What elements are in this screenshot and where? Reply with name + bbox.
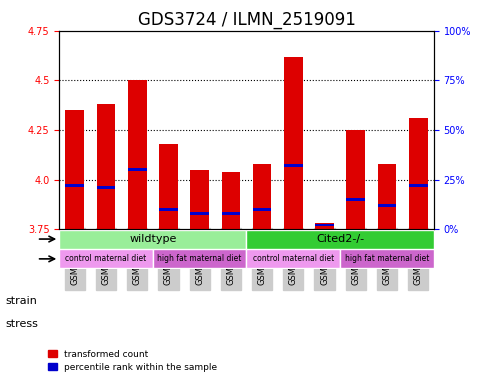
- Bar: [97, 186, 115, 189]
- Text: control maternal diet: control maternal diet: [253, 254, 334, 263]
- Bar: [378, 164, 396, 229]
- Bar: [128, 80, 146, 229]
- Bar: [66, 184, 84, 187]
- Bar: [190, 170, 209, 229]
- Text: control maternal diet: control maternal diet: [66, 254, 146, 263]
- Bar: [97, 104, 115, 229]
- Bar: [315, 224, 334, 227]
- Bar: [221, 172, 240, 229]
- Title: GDS3724 / ILMN_2519091: GDS3724 / ILMN_2519091: [138, 12, 355, 30]
- Bar: [409, 118, 427, 229]
- Bar: [253, 208, 272, 210]
- Bar: [221, 212, 240, 215]
- FancyBboxPatch shape: [59, 249, 153, 268]
- Bar: [128, 168, 146, 171]
- Bar: [159, 144, 178, 229]
- Bar: [315, 223, 334, 229]
- FancyBboxPatch shape: [59, 230, 246, 248]
- FancyBboxPatch shape: [246, 249, 340, 268]
- Text: stress: stress: [5, 319, 38, 329]
- FancyBboxPatch shape: [153, 249, 246, 268]
- Bar: [378, 204, 396, 207]
- Legend: transformed count, percentile rank within the sample: transformed count, percentile rank withi…: [44, 346, 220, 376]
- FancyBboxPatch shape: [246, 230, 434, 248]
- Bar: [347, 198, 365, 201]
- Bar: [347, 130, 365, 229]
- Text: high fat maternal diet: high fat maternal diet: [345, 254, 429, 263]
- Text: strain: strain: [5, 296, 37, 306]
- Bar: [66, 110, 84, 229]
- Bar: [159, 208, 178, 210]
- Text: high fat maternal diet: high fat maternal diet: [157, 254, 242, 263]
- Text: Cited2-/-: Cited2-/-: [316, 234, 364, 244]
- Bar: [284, 164, 303, 167]
- Bar: [284, 56, 303, 229]
- Text: wildtype: wildtype: [129, 234, 176, 244]
- Bar: [253, 164, 272, 229]
- Bar: [190, 212, 209, 215]
- FancyBboxPatch shape: [340, 249, 434, 268]
- Bar: [409, 184, 427, 187]
